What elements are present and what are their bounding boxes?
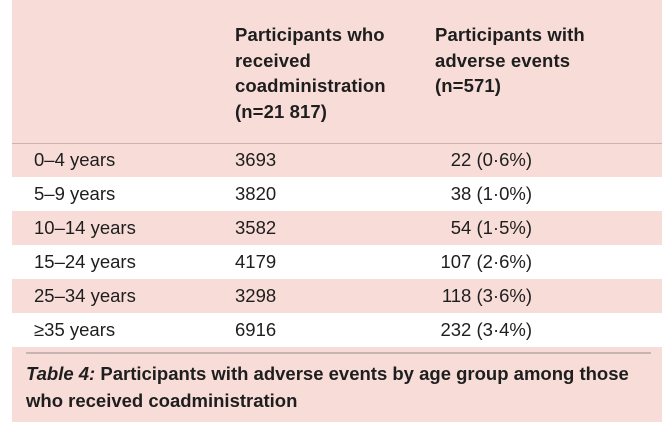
header-adverse: Participants with adverse events (n=571) [435,24,585,96]
cell-adverse: 232 (3·4%) [440,319,532,340]
cell-received: 3820 [235,183,277,204]
table-header: Participants who received coadministrati… [12,0,662,144]
cell-age: 25–34 years [34,285,136,306]
table-row: 0–4 years 3693 22 (0·6%) [12,143,662,177]
cell-adverse: 38 (1·0%) [450,183,532,204]
table-row: ≥35 years 6916 232 (3·4%) [12,313,662,347]
cell-age: ≥35 years [34,319,116,340]
header-received: Participants who received coadministrati… [235,24,386,122]
cell-age: 15–24 years [34,251,136,272]
table-figure: Participants who received coadministrati… [12,0,662,422]
cell-received: 6916 [235,319,277,340]
cell-age: 10–14 years [34,217,136,238]
table-caption: Table 4: Participants with adverse event… [26,352,651,414]
cell-age: 0–4 years [34,149,116,170]
table-row: 25–34 years 3298 118 (3·6%) [12,279,662,313]
cell-received: 4179 [235,251,277,272]
cell-received: 3582 [235,217,277,238]
cell-adverse: 107 (2·6%) [440,251,532,272]
table-body: 0–4 years 3693 22 (0·6%) 5–9 years 3820 … [12,143,662,347]
caption-text: Participants with adverse events by age … [26,363,629,411]
table-row: 5–9 years 3820 38 (1·0%) [12,177,662,211]
cell-received: 3693 [235,149,277,170]
table-row: 10–14 years 3582 54 (1·5%) [12,211,662,245]
caption-label: Table 4: [26,363,96,384]
cell-adverse: 22 (0·6%) [450,149,532,170]
cell-adverse: 118 (3·6%) [441,285,532,306]
table-row: 15–24 years 4179 107 (2·6%) [12,245,662,279]
cell-age: 5–9 years [34,183,116,204]
cell-received: 3298 [235,285,277,306]
cell-adverse: 54 (1·5%) [450,217,532,238]
